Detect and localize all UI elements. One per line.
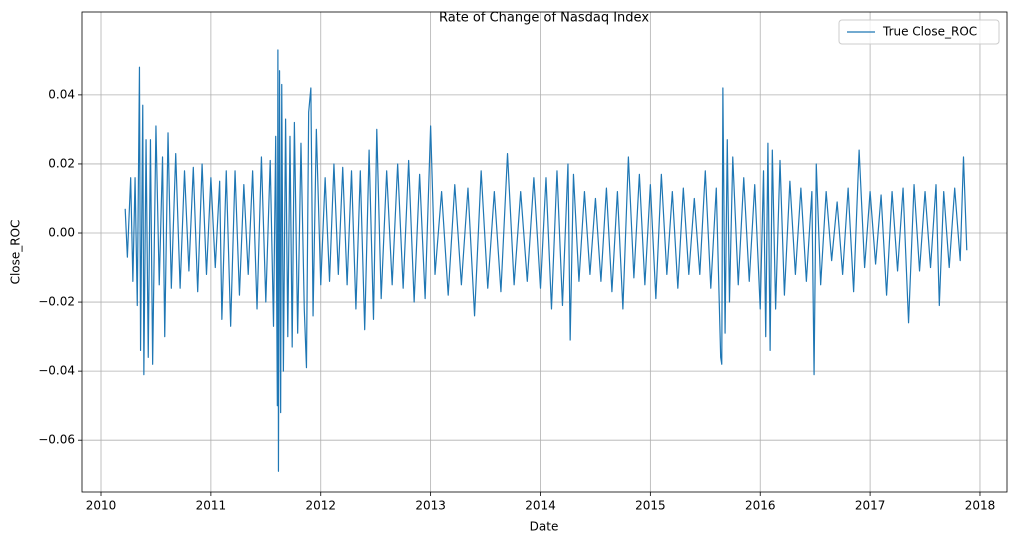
x-tick-label: 2012 (305, 499, 336, 513)
data-line (124, 49, 968, 472)
x-tick-label: 2013 (415, 499, 446, 513)
y-tick-label: 0.04 (48, 87, 75, 101)
x-tick-label: 2014 (525, 499, 556, 513)
x-tick-label: 2016 (745, 499, 776, 513)
x-tick-label: 2018 (965, 499, 996, 513)
x-axis-label: Date (530, 520, 559, 534)
x-tick-label: 2017 (855, 499, 886, 513)
chart-title: Rate of Change of Nasdaq Index (439, 11, 649, 26)
legend-label: True Close_ROC (882, 25, 977, 39)
x-tick-label: 2010 (86, 499, 117, 513)
y-tick-label: −0.02 (38, 295, 75, 309)
x-tick-label: 2011 (196, 499, 227, 513)
x-tick-label: 2015 (635, 499, 666, 513)
plot-frame (81, 11, 1008, 493)
legend-box (838, 19, 1000, 45)
y-tick-label: −0.06 (38, 433, 75, 447)
y-tick-label: 0.02 (48, 156, 75, 170)
legend: True Close_ROC (838, 19, 1000, 45)
y-tick-label: 0.00 (48, 226, 75, 240)
y-axis-label: Close_ROC (9, 220, 23, 285)
y-tick-label: −0.04 (38, 364, 75, 378)
